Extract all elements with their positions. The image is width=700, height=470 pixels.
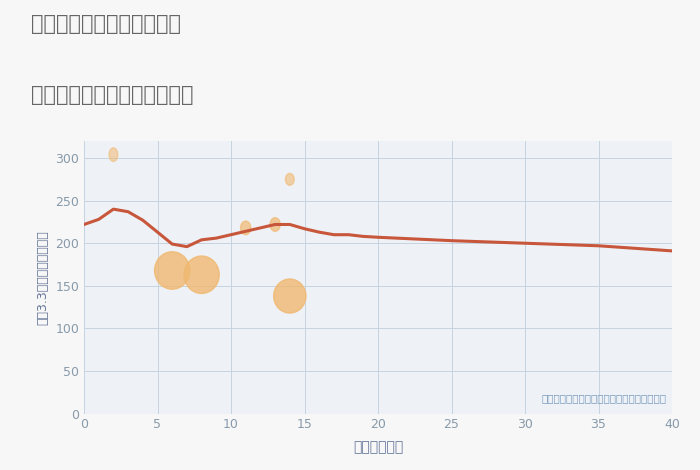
Ellipse shape [270,218,280,231]
Text: 神奈川県横浜市中区羽衣町: 神奈川県横浜市中区羽衣町 [32,14,181,34]
Text: 円の大きさは、取引のあった物件面積を示す: 円の大きさは、取引のあった物件面積を示す [541,393,666,403]
Ellipse shape [184,256,219,293]
Ellipse shape [155,252,190,289]
Ellipse shape [286,173,294,185]
Y-axis label: 坪（3.3㎡）単価（万円）: 坪（3.3㎡）単価（万円） [36,230,50,325]
Text: 築年数別中古マンション価格: 築年数別中古マンション価格 [32,85,194,105]
Ellipse shape [109,148,118,162]
Ellipse shape [241,221,251,235]
Ellipse shape [274,279,306,313]
X-axis label: 築年数（年）: 築年数（年） [353,440,403,454]
